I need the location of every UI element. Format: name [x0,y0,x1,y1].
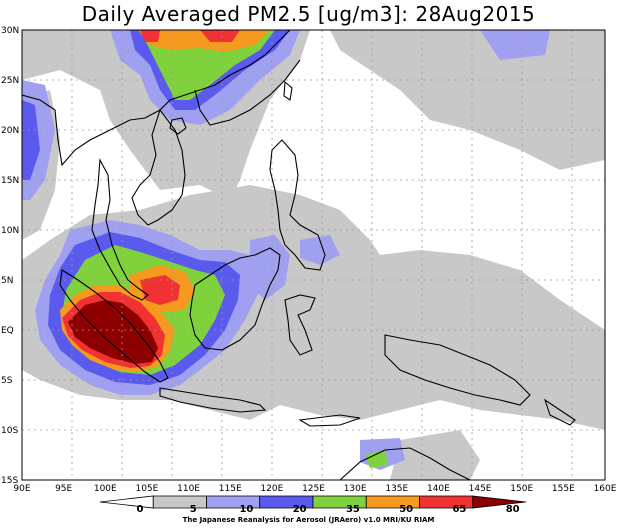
lat-tick-label: 25N [1,76,19,86]
lon-tick-label: 90E [13,484,30,494]
coastline-sulawesi [284,294,316,356]
lat-tick-label: EQ [1,326,14,336]
lon-tick-label: 155E [552,484,575,494]
colorbar-level-label: 65 [452,504,466,515]
colorbar-level-label: 80 [506,504,520,515]
lon-tick-label: 135E [385,484,408,494]
coastline-malay-peninsula [91,158,149,301]
lon-tick-label: 120E [260,484,283,494]
colorbar-level-label: 10 [239,504,253,515]
coastline-borneo [189,247,281,351]
coastline-philippines [269,139,326,271]
coastline-hainan [169,117,187,135]
lat-tick-label: 10N [1,226,19,236]
data-credit: The Japanese Reanalysis for Aerosol (JRA… [182,516,435,524]
pm25-fields [22,30,605,480]
colorbar-level-label: 0 [136,504,143,515]
lon-tick-label: 105E [135,484,158,494]
lat-tick-label: 5S [1,376,13,386]
lon-tick-label: 130E [344,484,367,494]
lon-tick-label: 140E [427,484,450,494]
lon-tick-label: 160E [594,484,617,494]
coastline-indochina [22,30,291,167]
lat-tick-label: 5N [1,276,13,286]
colorbar-segment [99,495,154,509]
lon-tick-label: 100E [94,484,117,494]
latitude-tick-labels: 30N 25N 20N 15N 10N 5N EQ 5S 10S 15S [1,26,19,486]
colorbar-level-label: 50 [399,504,413,515]
lon-tick-label: 95E [55,484,72,494]
colorbar-level-label: 5 [190,504,197,515]
lon-tick-label: 150E [510,484,533,494]
coastline-new-guinea [384,334,531,406]
lon-tick-label: 115E [219,484,242,494]
lat-tick-label: 15N [1,176,19,186]
coastline-vietnam [131,108,186,226]
colorbar-segment [152,495,207,509]
lat-tick-label: 30N [1,26,19,36]
lon-tick-label: 110E [177,484,200,494]
colorbar-level-label: 35 [346,504,360,515]
pm25-80-plus-band [68,300,158,364]
coastline-southern-china [194,59,301,126]
coastline-sumatra [59,269,169,383]
lat-tick-label: 10S [1,426,18,436]
lon-tick-label: 145E [469,484,492,494]
coastline-solomons [543,398,576,426]
lat-lon-grid [22,30,605,480]
lat-tick-label: 20N [1,126,19,136]
colorbar-segment [472,495,527,509]
lon-tick-label: 125E [302,484,325,494]
coastlines [22,30,576,480]
map-title: Daily Averaged PM2.5 [ug/m3]: 28Aug2015 [81,2,536,26]
coastline-timor [298,414,361,427]
colorbar: 0 5 10 20 35 50 65 80 [99,495,527,515]
map-frame [21,29,606,481]
coastline-taiwan [283,80,293,101]
coastline-java [159,387,267,413]
coastline-australia [339,447,471,480]
lat-tick-label: 15S [1,476,18,486]
colorbar-level-label: 20 [293,504,307,515]
longitude-tick-labels: 90E 95E 100E 105E 110E 115E 120E 125E 130E 135E 14… [13,484,616,494]
